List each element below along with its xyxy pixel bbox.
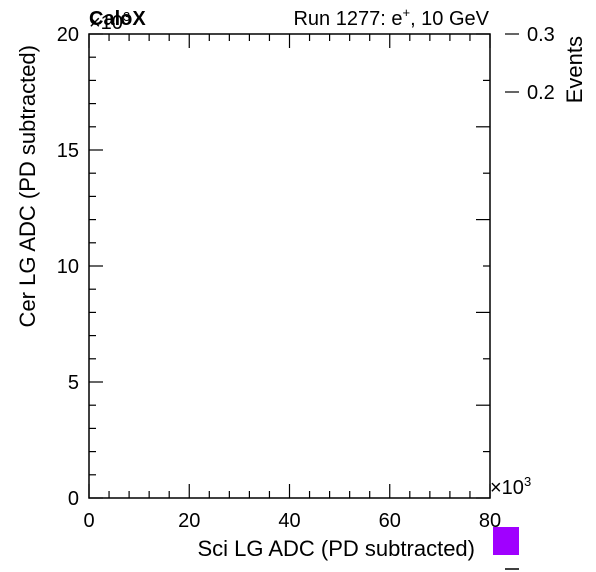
- y-tick-label: 10: [57, 256, 79, 278]
- y-tick-label: 15: [57, 140, 79, 162]
- x-axis-title: Sci LG ADC (PD subtracted): [197, 536, 475, 561]
- y-tick-label: 0: [68, 488, 79, 510]
- experiment-label: CaloX: [89, 8, 146, 30]
- run-label: Run 1277: e+, 10 GeV: [293, 5, 489, 30]
- x-axis-multiplier: ×103: [490, 474, 531, 499]
- x-tick-label: 80: [479, 510, 501, 532]
- y-axis-title: Cer LG ADC (PD subtracted): [15, 45, 40, 327]
- x-axis-ticks: 0 20 40 60 80: [83, 34, 501, 532]
- z-axis-ticks: 0.2 0.3: [476, 24, 555, 499]
- y-axis-ticks: 0 5 10 15 20: [57, 24, 103, 510]
- x-tick-label: 20: [178, 510, 200, 532]
- z-axis-title: Events: [562, 36, 587, 103]
- color-palette-swatch: [493, 527, 519, 555]
- plot-frame: [88, 33, 491, 499]
- x-tick-label: 0: [83, 510, 94, 532]
- z-tick-label: 0.3: [527, 24, 555, 46]
- y-tick-label: 5: [68, 372, 79, 394]
- x-tick-label: 60: [379, 510, 401, 532]
- y-tick-label: 20: [57, 24, 79, 46]
- z-tick-label: 0.2: [527, 82, 555, 104]
- x-tick-label: 40: [278, 510, 300, 532]
- y-axis-multiplier: ×103: [89, 9, 130, 34]
